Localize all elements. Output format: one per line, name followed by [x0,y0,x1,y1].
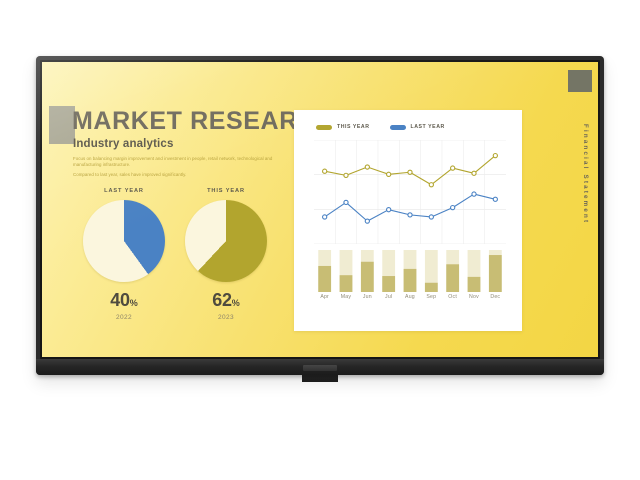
legend-swatch-icon [316,124,332,130]
month-label: May [340,294,352,300]
pie-percent-last-year: 40 [110,290,130,310]
side-accent-block [568,70,592,92]
pie-chart-last-year [83,200,165,282]
display-screen: MARKET RESEARCH Industry analytics Focus… [42,62,598,357]
legend-item-last-year: LAST YEAR [389,124,445,130]
pie-value-this-year: 62% 2023 [176,290,276,321]
pie-year-last: 2022 [115,314,133,321]
presentation-slide: MARKET RESEARCH Industry analytics Focus… [42,62,598,357]
pie-label-last-year: LAST YEAR [104,188,144,194]
month-axis-labels: Apr May Jun Jul Aug Sep Oct Nov Dec [314,294,506,300]
monitor-stand-neck [302,374,338,382]
month-label: Dec [490,294,501,300]
page-subtitle: Industry analytics [73,138,174,150]
page-title: MARKET RESEARCH [72,107,336,135]
percent-symbol-last-year: % [129,298,138,308]
month-label: Jul [385,294,393,300]
month-label: Jun [362,294,372,300]
line-chart [314,140,506,244]
legend-label: LAST YEAR [410,124,445,130]
legend-item-this-year: THIS YEAR [316,124,370,130]
pie-percent-this-year: 62 [212,290,232,310]
side-rail: Financial Statement [564,62,598,357]
body-paragraph-2: Compared to last year, sales have improv… [73,172,187,177]
pie-label-this-year: THIS YEAR [207,188,245,194]
title-accent-block [49,106,75,144]
brand-logo [303,365,337,371]
month-label: Nov [469,294,479,300]
pie-chart-this-year [185,200,267,282]
bar-chart [318,250,502,292]
legend-label: THIS YEAR [337,124,370,130]
display-chin [36,359,604,375]
pie-value-last-year: 40% 2022 [74,290,174,321]
pie-year-this: 2023 [217,314,235,321]
chart-legend: THIS YEAR LAST YEAR [316,124,445,130]
body-paragraph-1: Focus on balancing margin improvement an… [73,156,273,168]
chart-card: THIS YEAR LAST YEAR Apr May Jun Jul Aug Sep Oct… [294,110,522,331]
percent-symbol-this-year: % [231,298,240,308]
legend-swatch-icon [389,124,406,130]
side-label: Financial Statement [582,124,589,225]
month-label: Sep [426,294,437,300]
flat-panel-display: MARKET RESEARCH Industry analytics Focus… [36,56,604,375]
month-label: Oct [448,294,457,300]
month-label: Apr [320,294,329,300]
month-label: Aug [405,294,415,300]
